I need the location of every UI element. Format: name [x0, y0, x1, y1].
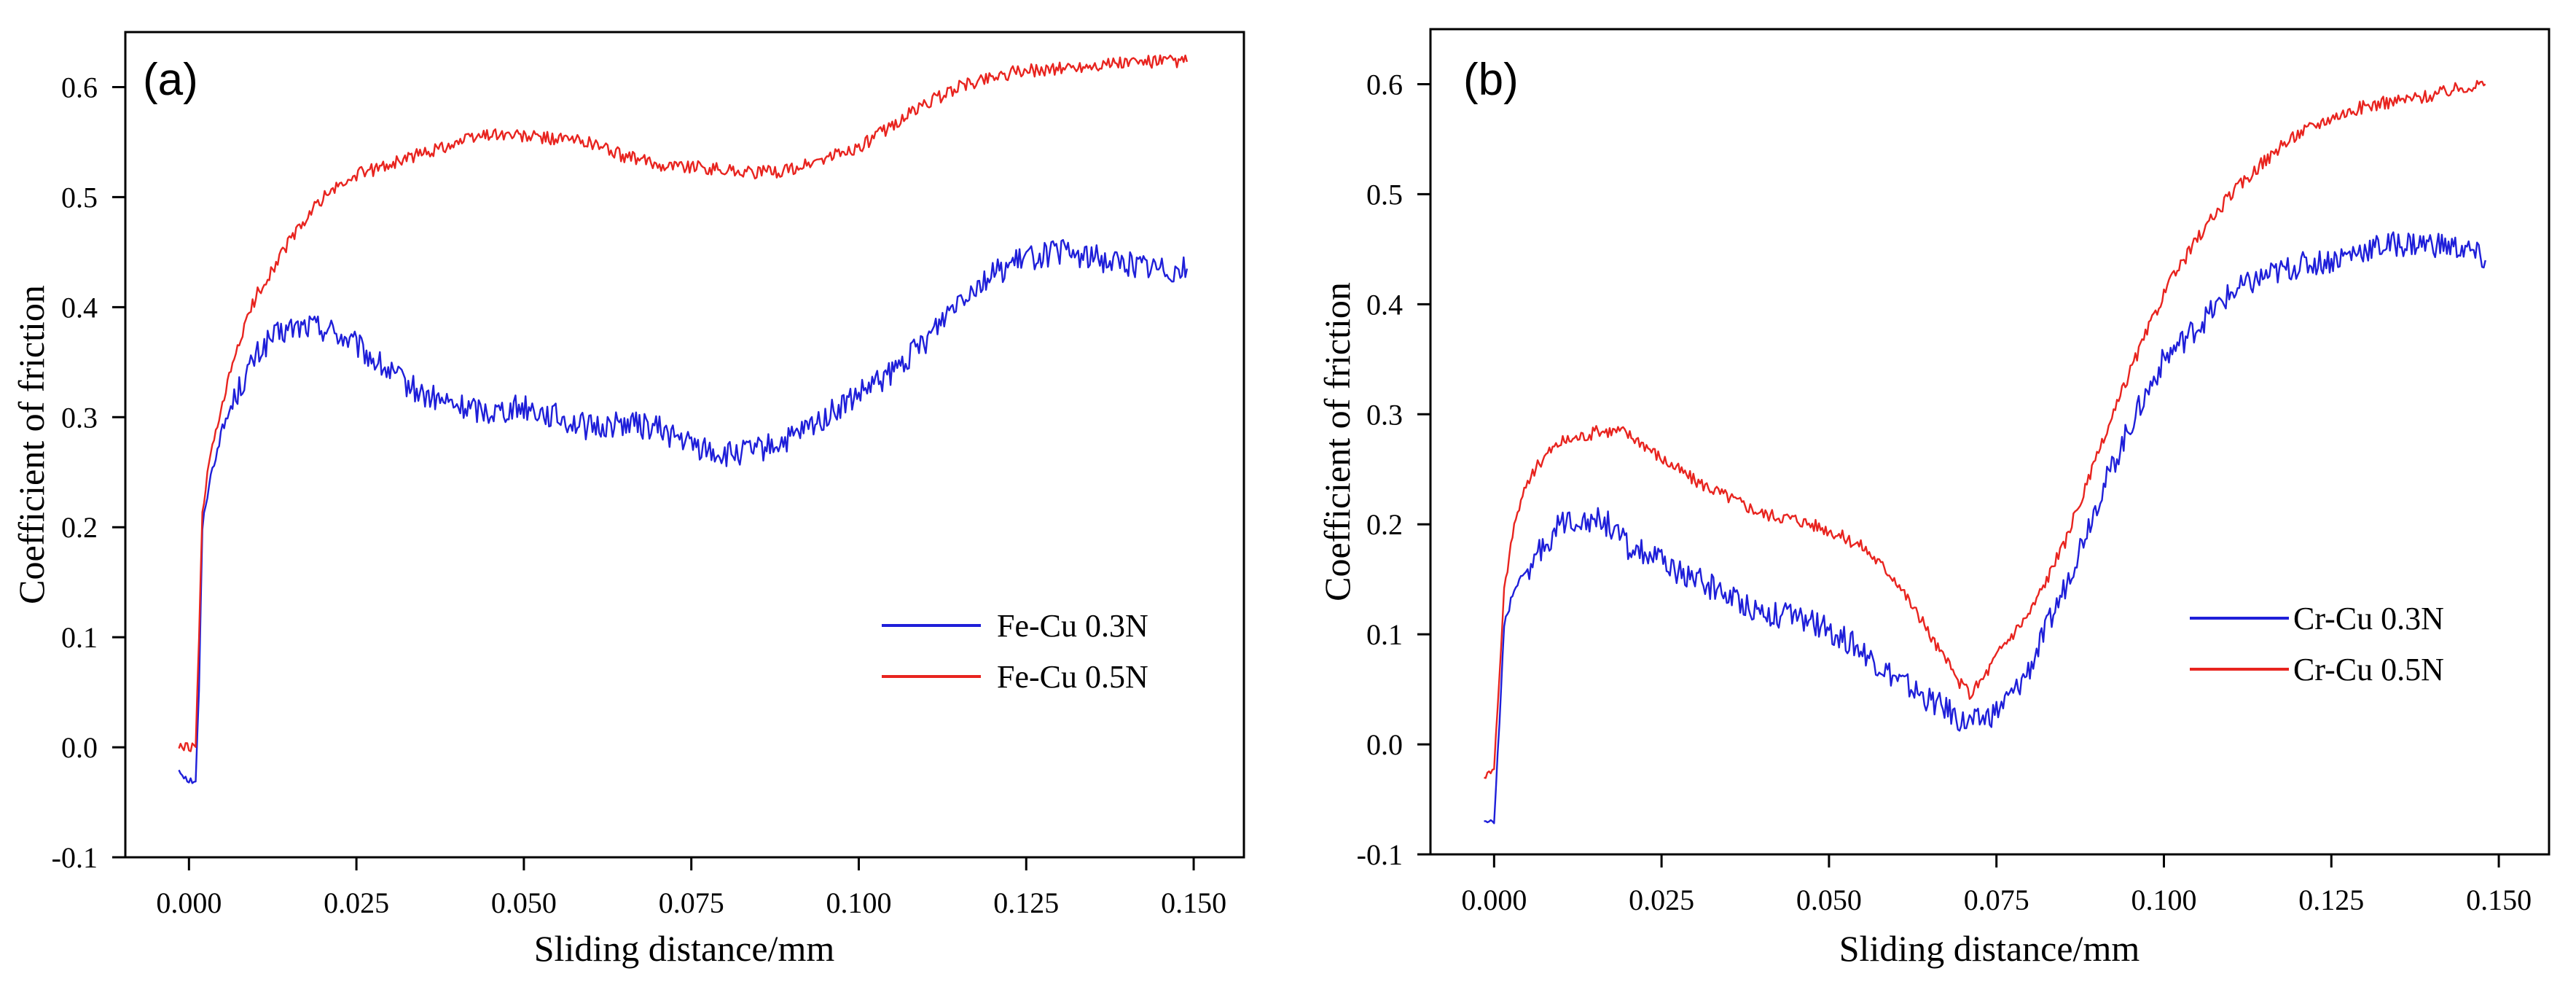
panel-b-series: [1484, 79, 2486, 824]
panel-b-y-tick-label: 0.5: [1366, 178, 1403, 211]
panel-b-y-tick-label: -0.1: [1357, 838, 1403, 871]
panel-a-x-tick-label: 0.150: [1161, 886, 1226, 919]
panel-a-series-low-load-line: [178, 238, 1189, 784]
panel-b-x-tick-label: 0.075: [1964, 884, 2029, 916]
panel-a-x-tick-label: 0.000: [156, 886, 222, 919]
panel-b-y-tick-label: 0.1: [1366, 618, 1403, 651]
panel-b-x-tick-label: 0.150: [2466, 884, 2532, 916]
panel-b-x-axis-title: Sliding distance/mm: [1839, 928, 2140, 969]
panel-b-y-tick-label: 0.4: [1366, 288, 1403, 321]
panel-a-y-tick-label: 0.1: [61, 621, 98, 654]
panel-b-ticks: 0.000 0.025 0.050 0.075 0.100 0.125 0.150 -0.1 0…: [1357, 68, 2532, 916]
panel-b-y-axis-title: Coefficient of friction: [1317, 282, 1358, 601]
panel-b-x-tick-label: 0.025: [1629, 884, 1694, 916]
panel-a-y-tick-label: 0.0: [61, 731, 98, 764]
panel-b-y-tick-label: 0.0: [1366, 728, 1403, 761]
panel-b-legend-label-1: Cr-Cu 0.5N: [2293, 652, 2444, 687]
panel-b-x-tick-label: 0.000: [1461, 884, 1527, 916]
panel-b-y-tick-label: 0.6: [1366, 68, 1403, 101]
panel-a-y-tick-label: 0.6: [61, 71, 98, 104]
panel-b-chart: (b) Sliding distance/mm Coefficient of f…: [1317, 28, 2550, 969]
panel-a-y-tick-label: -0.1: [52, 841, 98, 874]
panel-b-label: (b): [1463, 55, 1519, 105]
panel-a-x-tick-label: 0.125: [993, 886, 1059, 919]
panel-b-y-tick-label: 0.3: [1366, 398, 1403, 431]
panel-a-y-tick-label: 0.2: [61, 511, 98, 544]
panel-b-legend-label-0: Cr-Cu 0.3N: [2293, 601, 2444, 636]
panel-b-x-tick-label: 0.100: [2131, 884, 2196, 916]
panel-a-plot-frame: [124, 31, 1245, 859]
panel-b-series-low-load-line: [1484, 231, 2486, 824]
panel-a-chart: (a) Sliding distance/mm Coefficient of f…: [11, 31, 1245, 969]
panel-a-x-tick-label: 0.050: [491, 886, 557, 919]
panel-b-legend: Cr-Cu 0.3N Cr-Cu 0.5N: [2190, 601, 2444, 687]
panel-a-x-tick-label: 0.025: [324, 886, 389, 919]
panel-a-x-tick-label: 0.100: [826, 886, 891, 919]
panel-a-legend: Fe-Cu 0.3N Fe-Cu 0.5N: [882, 608, 1148, 695]
panel-a-ticks: 0.000 0.025 0.050 0.075 0.100 0.125 0.150 -0.1 0…: [52, 71, 1226, 919]
panel-b-x-tick-label: 0.050: [1796, 884, 1862, 916]
panel-a-series-high-load-line: [178, 54, 1189, 752]
panel-a-legend-label-0: Fe-Cu 0.3N: [997, 608, 1148, 644]
panel-b-series-high-load-line: [1484, 79, 2486, 779]
panel-a-y-tick-label: 0.3: [61, 401, 98, 434]
panel-a-y-axis-title: Coefficient of friction: [11, 285, 52, 604]
panel-b-x-tick-label: 0.125: [2298, 884, 2364, 916]
panel-b-plot-frame: [1429, 28, 2550, 856]
panel-a-y-tick-label: 0.5: [61, 181, 98, 214]
panel-b-y-tick-label: 0.2: [1366, 508, 1403, 541]
panel-a-x-axis-title: Sliding distance/mm: [534, 928, 835, 969]
panel-a-series: [178, 54, 1189, 784]
panel-a-y-tick-label: 0.4: [61, 291, 98, 324]
panel-a-x-tick-label: 0.075: [659, 886, 724, 919]
panel-a-label: (a): [143, 55, 198, 105]
panel-a-legend-label-1: Fe-Cu 0.5N: [997, 659, 1148, 695]
